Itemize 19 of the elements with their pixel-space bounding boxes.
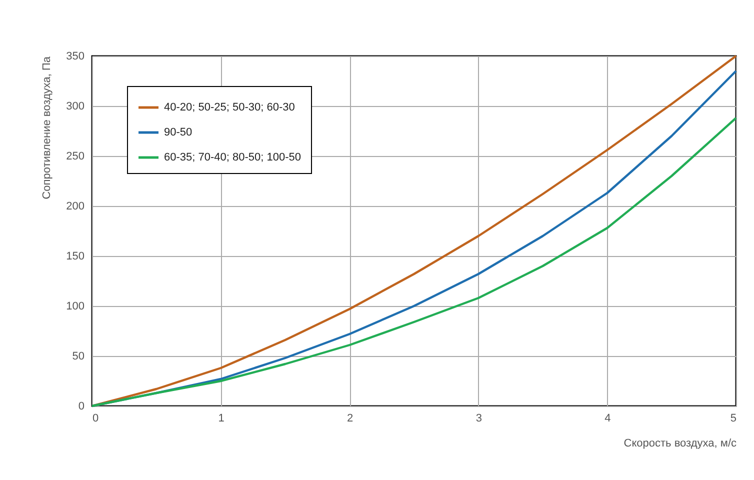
legend-label: 90-50 xyxy=(164,126,192,138)
y-tick-label: 150 xyxy=(66,250,84,262)
y-tick-label: 250 xyxy=(66,150,84,162)
y-tick-label: 100 xyxy=(66,300,84,312)
x-tick-label: 3 xyxy=(476,412,482,424)
y-tick-label: 50 xyxy=(72,350,84,362)
x-axis-title: Скорость воздуха, м/с xyxy=(624,438,737,450)
legend-label: 40-20; 50-25; 50-30; 60-30 xyxy=(164,102,295,114)
legend-label: 60-35; 70-40; 80-50; 100-50 xyxy=(164,152,301,164)
x-tick-label: 5 xyxy=(730,412,736,424)
y-tick-label: 0 xyxy=(78,400,84,412)
x-tick-label: 2 xyxy=(347,412,354,424)
y-tick-label: 300 xyxy=(66,100,84,112)
x-tick-label: 0 xyxy=(92,412,99,424)
y-tick-label: 350 xyxy=(66,50,84,62)
x-tick-label: 4 xyxy=(604,412,611,424)
y-tick-label: 200 xyxy=(66,200,84,212)
x-tick-label: 1 xyxy=(218,412,224,424)
y-axis-title: Сопротивление воздуха, Па xyxy=(41,56,54,200)
